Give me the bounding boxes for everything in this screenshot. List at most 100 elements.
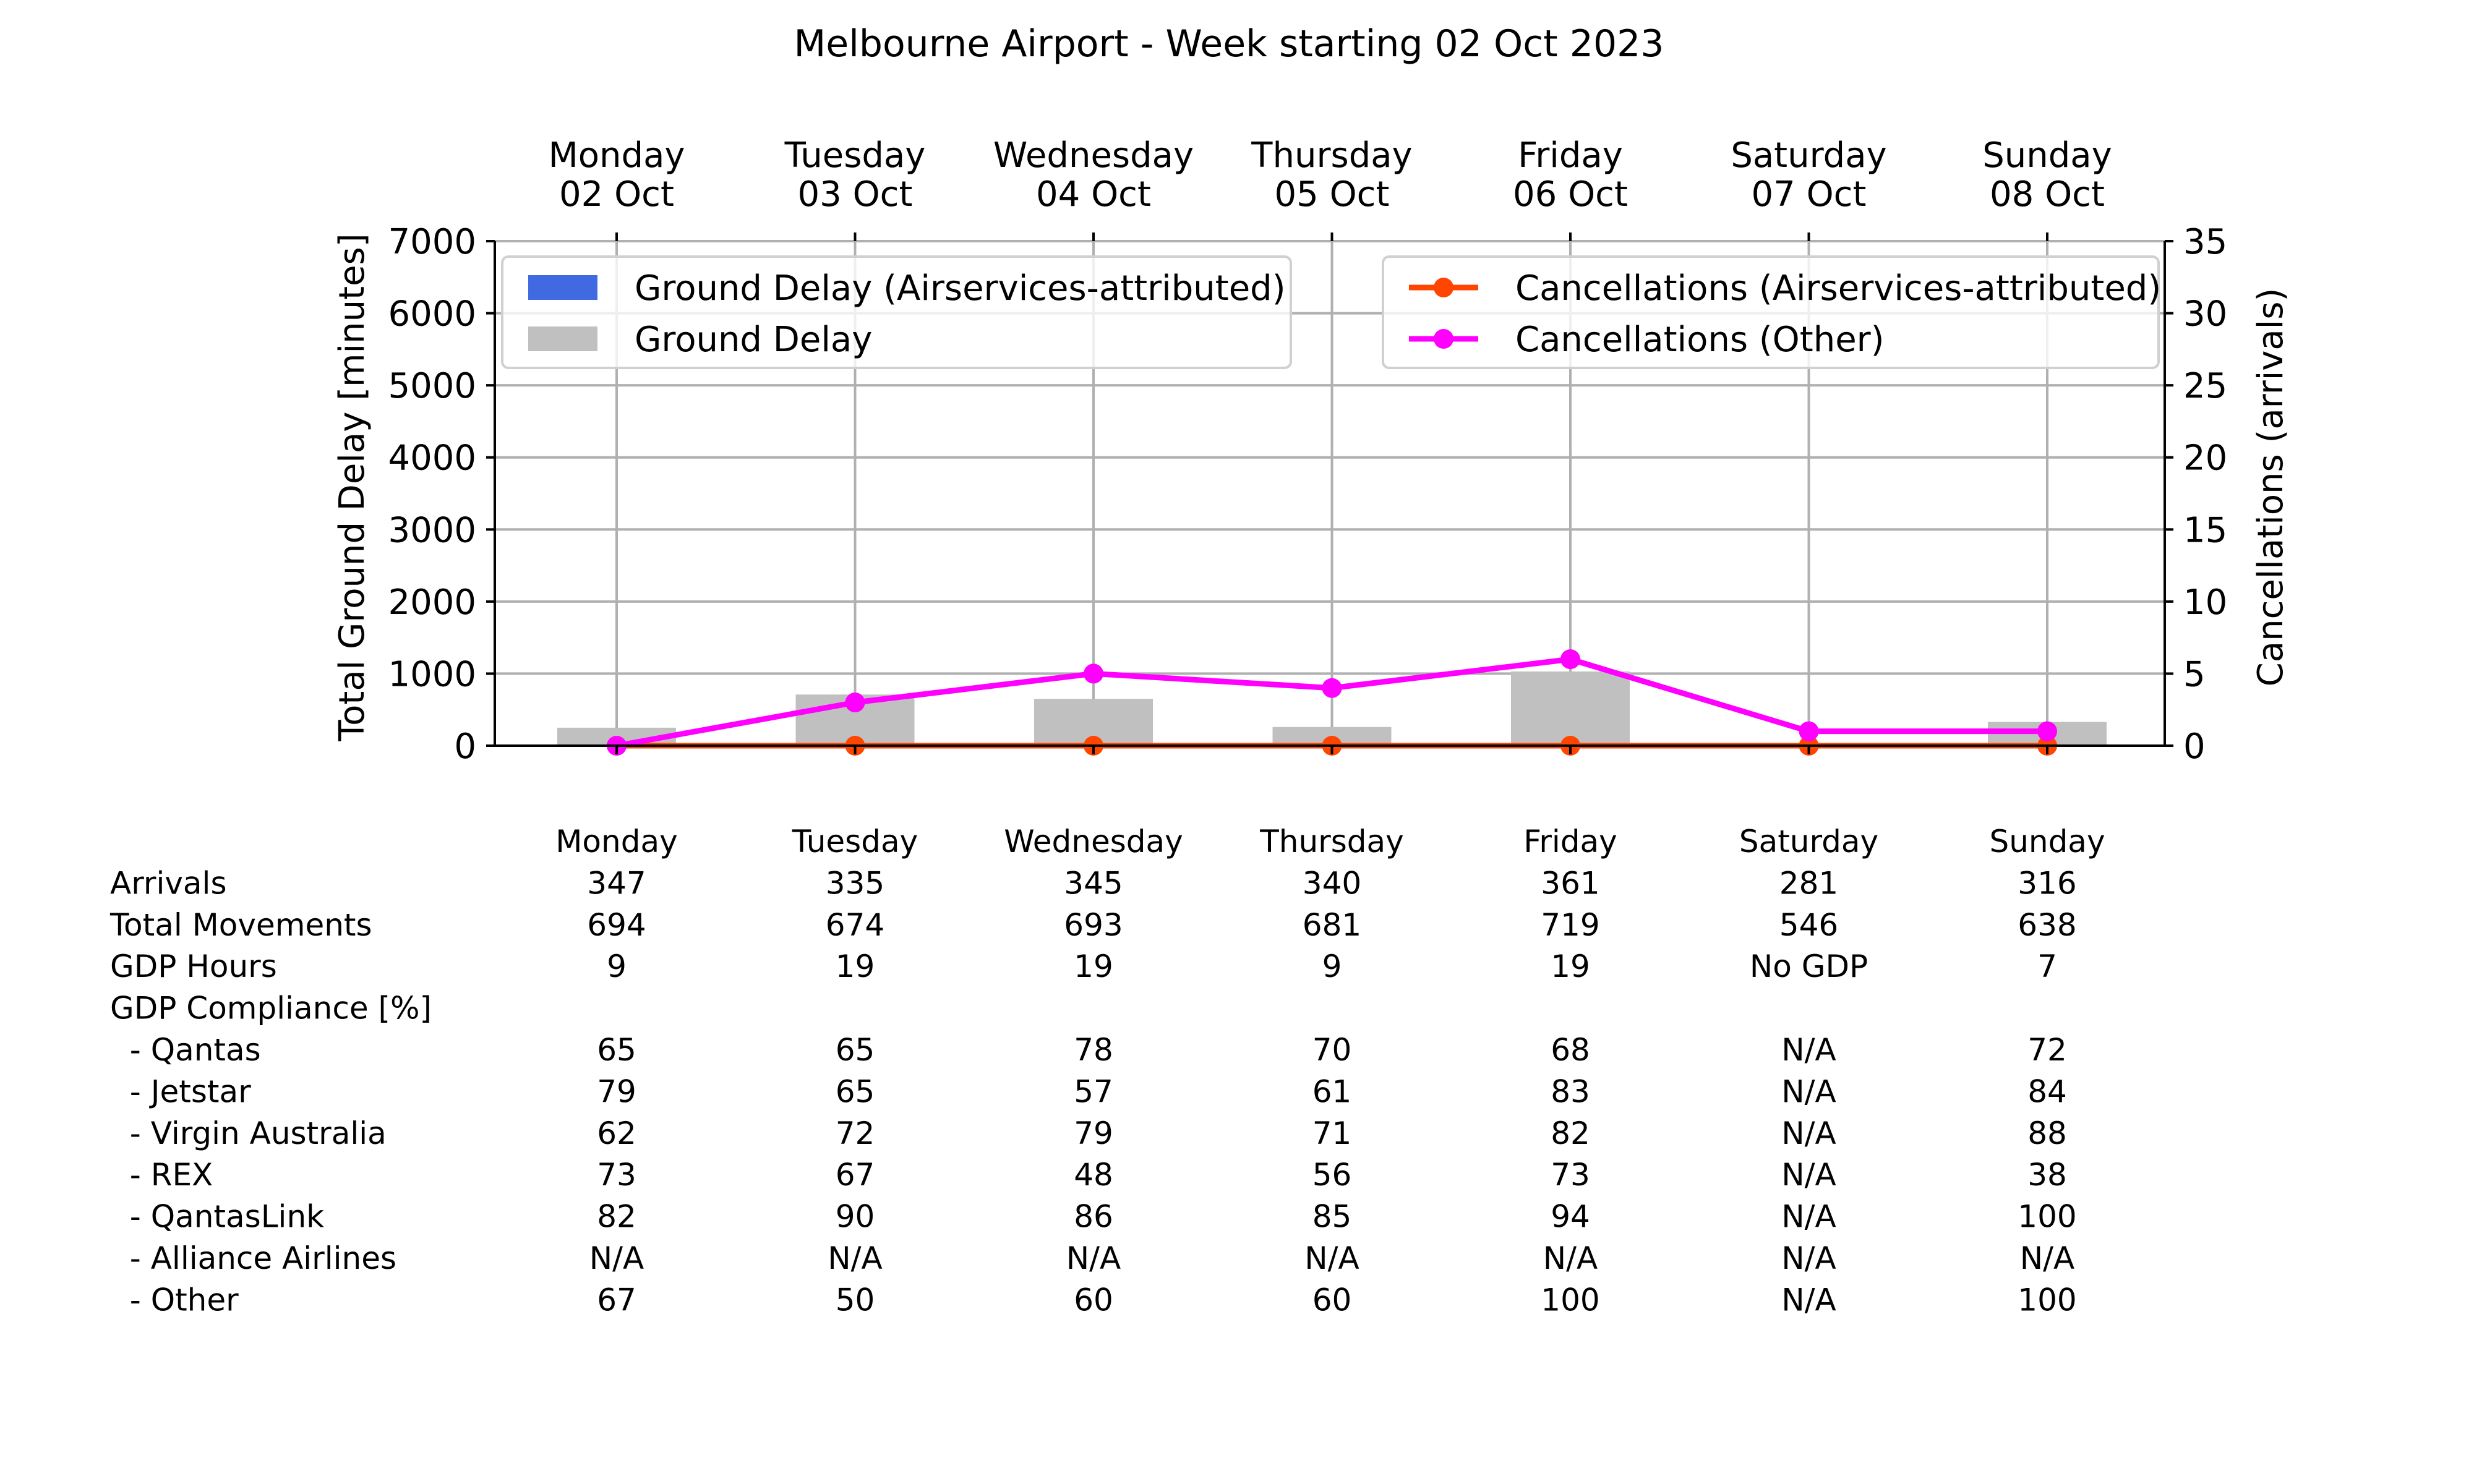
y-axis-label-right: Cancellations (arrivals) [2251, 288, 2291, 687]
series-point [1560, 649, 1580, 670]
y-tick-label-left: 4000 [388, 438, 476, 479]
table-cell: 316 [2018, 865, 2076, 901]
table-cell: N/A [1781, 1032, 1836, 1068]
table-cell: 48 [1074, 1157, 1113, 1193]
stats-table: Monday Tuesday Wednesday Thursday Friday Satu… [109, 824, 2105, 1318]
legend-box [501, 255, 1292, 369]
table-row-label: - Virgin Australia [110, 1115, 387, 1151]
table-cell: 546 [1779, 907, 1838, 943]
table-cell: 84 [2027, 1073, 2067, 1109]
series-point [845, 693, 865, 713]
series-point [1322, 678, 1342, 698]
table-cell: N/A [1066, 1240, 1121, 1276]
y-tick-label-right: 15 [2183, 510, 2227, 550]
table-cell: 719 [1541, 907, 1599, 943]
table-cell: 19 [1074, 949, 1113, 984]
y-axis-label-left: Total Ground Delay [minutes] [332, 233, 372, 741]
table-column-header: Monday [555, 824, 677, 859]
table-cell: 100 [2018, 1282, 2076, 1318]
table-column-header: Wednesday [1004, 824, 1183, 859]
day-header-name: Sunday [1982, 135, 2112, 176]
table-cell: N/A [1304, 1240, 1359, 1276]
table-cell: 57 [1074, 1073, 1113, 1109]
table-cell: 681 [1303, 907, 1361, 943]
table-cell: 62 [597, 1115, 636, 1151]
table-cell: 65 [836, 1032, 875, 1068]
table-cell: 67 [836, 1157, 875, 1193]
day-header-date: 06 Oct [1513, 174, 1628, 215]
table-cell: 65 [836, 1073, 875, 1109]
day-header-date: 04 Oct [1036, 174, 1151, 215]
table-cell: 361 [1541, 865, 1599, 901]
table-row-label: - Jetstar [110, 1073, 251, 1109]
table-cell: 7 [2037, 949, 2057, 984]
series-point [1084, 663, 1103, 684]
table-cell: N/A [589, 1240, 644, 1276]
y-tick-label-right: 5 [2183, 654, 2206, 694]
table-cell: 72 [2027, 1032, 2067, 1068]
table-cell: 335 [826, 865, 884, 901]
table-cell: 73 [597, 1157, 636, 1193]
day-header-name: Tuesday [784, 135, 926, 176]
table-cell: 674 [826, 907, 884, 943]
table-cell: 83 [1551, 1073, 1590, 1109]
table-cell: 9 [1322, 949, 1342, 984]
day-header-date: 05 Oct [1275, 174, 1390, 215]
table-cell: 56 [1312, 1157, 1352, 1193]
table-cell: 694 [587, 907, 646, 943]
table-column-header: Friday [1523, 824, 1617, 859]
day-header-name: Monday [548, 135, 685, 176]
table-cell: 50 [836, 1282, 875, 1318]
table-cell: N/A [1781, 1157, 1836, 1193]
table-cell: No GDP [1750, 949, 1868, 984]
table-cell: 345 [1064, 865, 1123, 901]
legend-label: Ground Delay [635, 320, 872, 360]
day-header-name: Wednesday [993, 135, 1194, 176]
legend-ground-delay: Ground Delay (Airservices-attributed) Gro… [501, 255, 1292, 369]
table-cell: N/A [1543, 1240, 1598, 1276]
table-column-header: Sunday [1989, 824, 2105, 859]
table-row-label: - REX [110, 1157, 213, 1193]
table-cell: 85 [1312, 1199, 1352, 1235]
legend-label: Cancellations (Other) [1515, 320, 1885, 360]
y-tick-label-right: 30 [2183, 294, 2227, 335]
y-tick-label-right: 0 [2183, 727, 2206, 767]
table-row-label: Total Movements [109, 907, 372, 943]
legend-swatch-marker [1434, 278, 1453, 297]
y-tick-label-left: 2000 [388, 582, 476, 623]
legend-box [1382, 255, 2160, 369]
day-header-date: 08 Oct [1990, 174, 2105, 215]
table-cell: 88 [2027, 1115, 2067, 1151]
table-cell: 90 [836, 1199, 875, 1235]
table-row-label: Arrivals [110, 865, 227, 901]
table-cell: 82 [1551, 1115, 1590, 1151]
table-column-header: Saturday [1739, 824, 1878, 859]
day-header-date: 03 Oct [798, 174, 913, 215]
table-cell: N/A [828, 1240, 882, 1276]
table-cell: 19 [836, 949, 875, 984]
table-cell: N/A [1781, 1073, 1836, 1109]
table-cell: 94 [1551, 1199, 1590, 1235]
table-cell: N/A [1781, 1240, 1836, 1276]
table-cell: 67 [597, 1282, 636, 1318]
series-point [2037, 721, 2057, 741]
y-tick-label-right: 25 [2183, 366, 2227, 406]
delay-bar [1511, 671, 1630, 746]
table-cell: 79 [597, 1073, 636, 1109]
table-cell: 86 [1074, 1199, 1113, 1235]
table-row-label: GDP Hours [110, 949, 277, 984]
legend-label: Ground Delay (Airservices-attributed) [635, 268, 1286, 309]
axes: 0 1000 2000 3000 4000 5000 6000 7000 0 5 10 15 20 25 3… [388, 222, 2227, 767]
day-header-date: 07 Oct [1752, 174, 1867, 215]
day-header-name: Thursday [1251, 135, 1412, 176]
y-tick-label-left: 7000 [388, 222, 476, 262]
table-cell: 60 [1074, 1282, 1113, 1318]
series-point [1799, 721, 1819, 741]
table-column-header: Thursday [1259, 824, 1404, 859]
table-cell: 82 [597, 1199, 636, 1235]
table-cell: 65 [597, 1032, 636, 1068]
table-cell: N/A [1781, 1115, 1836, 1151]
legend-cancellations: Cancellations (Airservices-attributed) Ca… [1382, 255, 2161, 369]
